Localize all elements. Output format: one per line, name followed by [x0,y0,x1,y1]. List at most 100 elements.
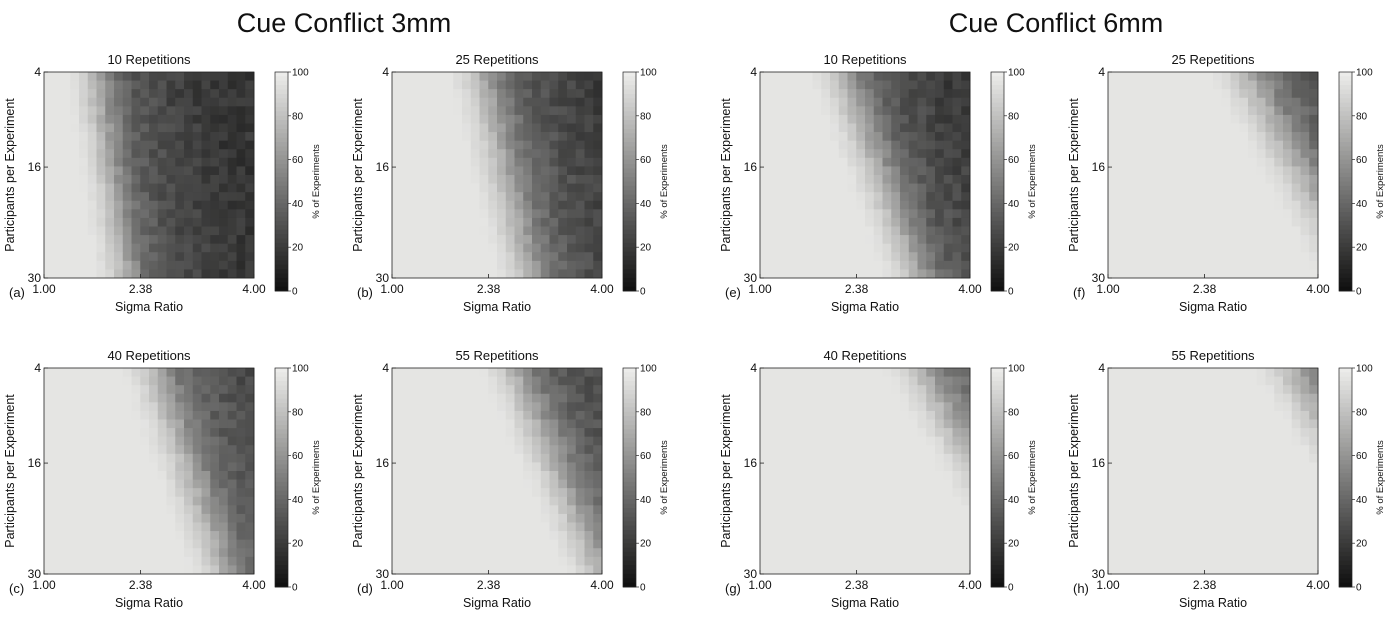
heatmap-cell [70,114,80,124]
heatmap-cell [830,132,840,142]
heatmap-cell [227,140,237,150]
heatmap-cell [192,376,202,386]
heatmap-cell [803,531,813,541]
heatmap-cell [532,226,542,236]
heatmap-cell [184,132,194,142]
heatmap-cell [1204,243,1214,253]
heatmap-cell [70,72,80,81]
heatmap-cell [79,565,89,575]
heatmap-cell [926,72,936,81]
heatmap-cell [427,80,437,90]
heatmap-cell [1248,376,1258,386]
heatmap-cell [52,565,62,575]
heatmap-cell [514,419,524,429]
colorbar-segment [275,168,288,174]
heatmap-cell [830,226,840,236]
colorbar-label: % of Experiments [1027,440,1038,515]
heatmap-cell [245,505,255,515]
heatmap-cell [786,419,796,429]
heatmap-cell [105,175,115,184]
heatmap-cell [1239,217,1249,227]
colorbar-segment [275,277,288,283]
colorbar-segment [991,107,1004,112]
colorbar-segment [623,181,636,187]
heatmap-cell [400,209,410,219]
heatmap-cell [453,539,463,549]
heatmap-cell [900,445,910,455]
heatmap-cell [210,157,220,167]
heatmap-cell [105,183,115,193]
heatmap-cell [184,269,194,279]
colorbar-segment [275,376,288,382]
heatmap-cell [1265,200,1275,210]
heatmap-cell [558,488,568,498]
heatmap-cell [444,565,454,575]
heatmap-cell [593,496,603,506]
heatmap-cell [201,243,211,253]
colorbar-segment [623,155,636,160]
heatmap-cell [812,556,822,566]
heatmap-cell [882,368,892,377]
heatmap-cell [847,243,857,253]
heatmap-cell [497,393,507,403]
heatmap-cell [61,260,71,270]
heatmap-cell [1221,217,1231,227]
heatmap-cell [409,385,419,395]
heatmap-cell [926,106,936,116]
heatmap-cell [184,72,194,81]
colorbar-segment [1339,212,1352,217]
heatmap-cell [149,488,159,498]
heatmap-cell [1178,410,1188,420]
heatmap-cell [227,445,237,455]
heatmap-cell [1300,149,1310,159]
colorbar-segment [1339,207,1352,213]
heatmap-cell [1169,436,1179,446]
heatmap-cell [1116,226,1126,236]
heatmap-cell [245,260,255,270]
heatmap-cell [453,462,463,472]
heatmap-cell [1195,157,1205,167]
heatmap-cell [812,496,822,506]
heatmap-cell [1195,368,1205,377]
heatmap-cell [540,89,550,99]
heatmap-cell [1291,97,1301,107]
heatmap-cell [140,513,150,523]
heatmap-cell [856,243,866,253]
heatmap-cell [227,428,237,438]
heatmap-cell [488,200,498,210]
heatmap-cell [497,368,507,377]
heatmap-cell [891,235,901,245]
heatmap-cell [435,192,445,202]
heatmap-cell [1265,269,1275,279]
heatmap-cell [52,243,62,253]
heatmap-cell [1178,471,1188,480]
heatmap-cell [514,149,524,159]
colorbar-segment [275,411,288,417]
heatmap-cell [79,114,89,124]
heatmap-cell [70,183,80,193]
heatmap-cell [122,505,132,515]
heatmap-cell [768,97,778,107]
heatmap-cell [900,80,910,90]
heatmap-cell [838,140,848,150]
heatmap-cell [479,453,489,463]
heatmap-cell [567,123,577,133]
heatmap-cell [114,505,124,515]
heatmap-cell [497,157,507,167]
heatmap-cell [1160,157,1170,167]
heatmap-cell [400,72,410,81]
heatmap-cell [44,445,54,455]
heatmap-cell [1151,488,1161,498]
heatmap-cell [830,106,840,116]
heatmap-cell [891,428,901,438]
heatmap-cell [157,556,167,566]
heatmap-cell [1239,175,1249,184]
heatmap-cell [149,419,159,429]
heatmap-cell [926,531,936,541]
heatmap-cell [908,192,918,202]
heatmap-cell [1151,462,1161,472]
colorbar-segment [991,538,1004,544]
heatmap-cell [96,106,106,116]
heatmap-cell [418,226,428,236]
heatmap-cell [891,436,901,446]
